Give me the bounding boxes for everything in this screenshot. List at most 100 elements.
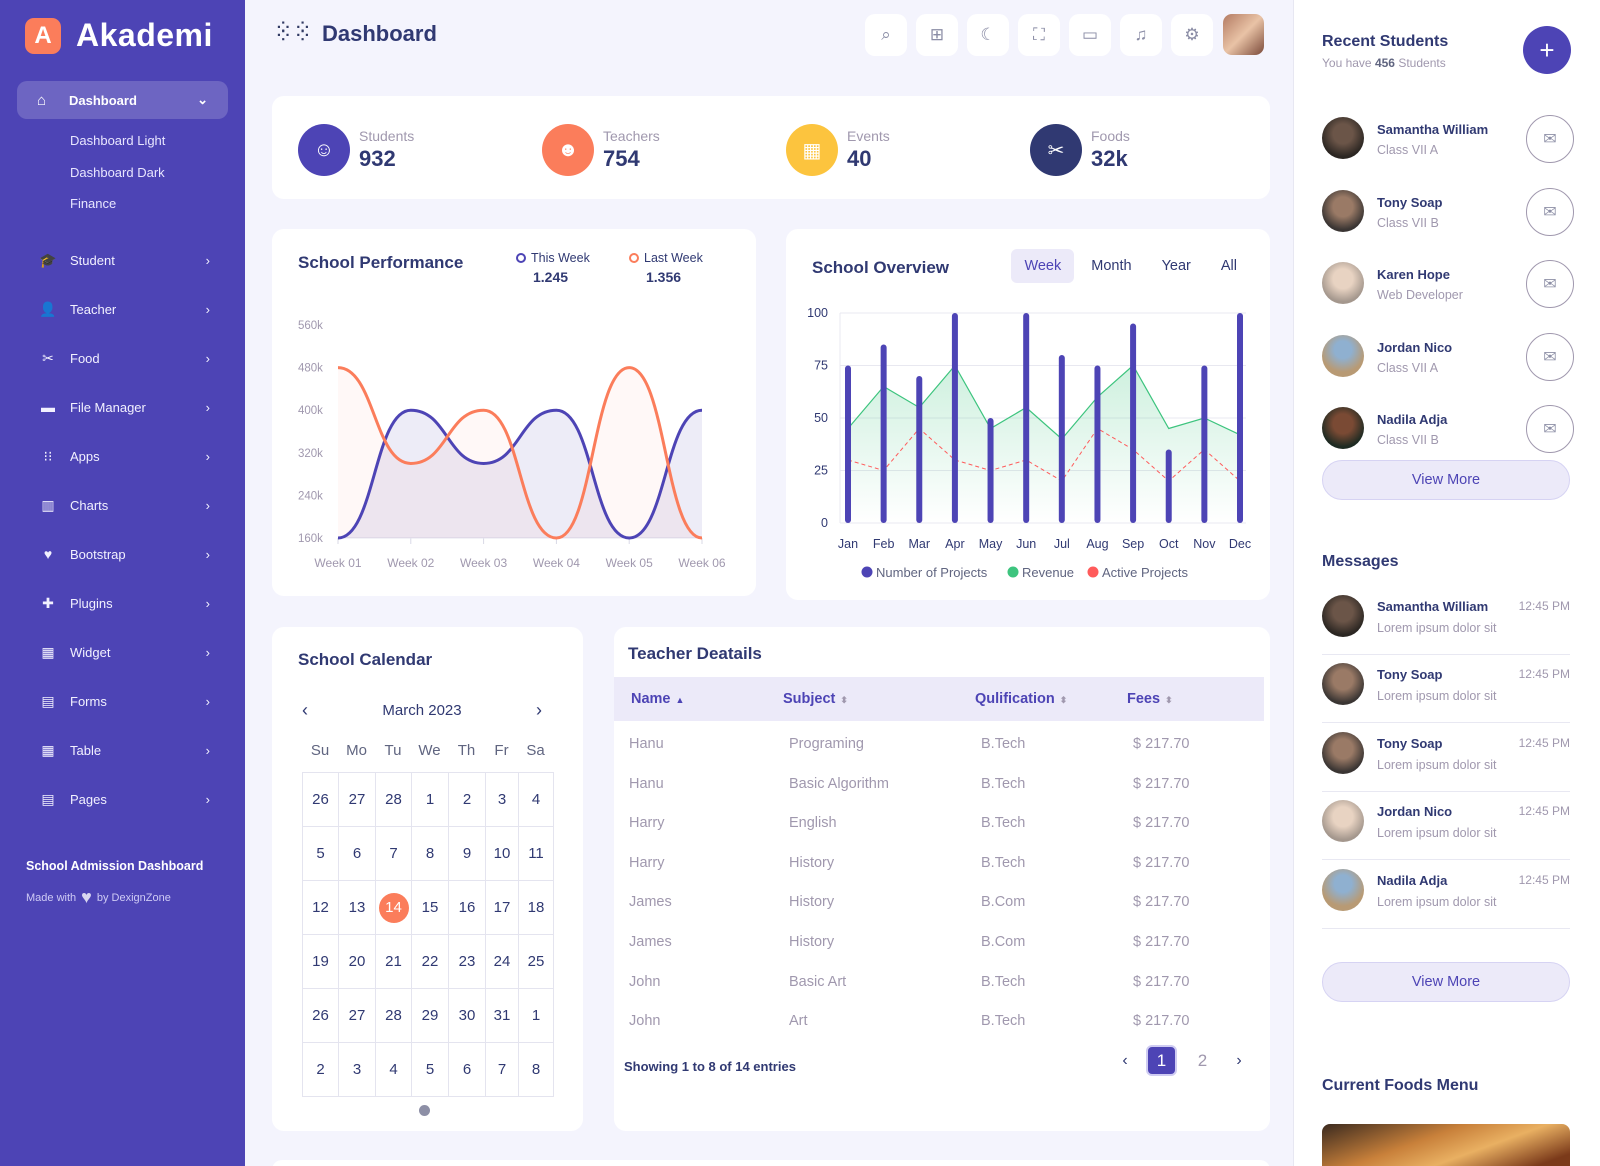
student-item[interactable]: Tony Soap Class VII B ✉ <box>1322 187 1574 236</box>
sidebar-item-forms[interactable]: ▤ Forms › <box>38 688 210 714</box>
calendar-day[interactable]: 15 <box>412 881 449 935</box>
student-item[interactable]: Samantha William Class VII A ✉ <box>1322 115 1574 163</box>
prev-month-button[interactable]: ‹ <box>302 700 308 720</box>
search-button[interactable]: ⌕ <box>865 14 907 56</box>
brand-logo[interactable]: A Akademi <box>25 17 213 54</box>
sidebar-item-plugins[interactable]: ✚ Plugins › <box>38 590 210 616</box>
message-item[interactable]: Jordan Nico Lorem ipsum dolor sit 12:45 PM <box>1322 792 1570 861</box>
column-header-qulification[interactable]: Qulification ⬍ <box>975 691 1067 707</box>
column-header-subject[interactable]: Subject ⬍ <box>783 691 848 707</box>
sidebar-item-apps[interactable]: ⁝⁝ Apps › <box>38 443 210 469</box>
calendar-day[interactable]: 27 <box>339 773 376 827</box>
table-row[interactable]: James History B.Com $ 217.70 <box>614 883 1264 923</box>
calendar-day[interactable]: 6 <box>449 1043 486 1097</box>
submenu-dashboard-dark[interactable]: Dashboard Dark <box>70 165 165 180</box>
moon-button[interactable]: ☾ <box>967 14 1009 56</box>
calendar-day[interactable]: 4 <box>376 1043 412 1097</box>
add-student-button[interactable]: + <box>1523 26 1571 74</box>
column-header-fees[interactable]: Fees ⬍ <box>1127 691 1173 707</box>
sidebar-item-dashboard[interactable]: ⌂ Dashboard ⌄ <box>17 81 228 119</box>
stat-events[interactable]: ▦ Events 40 <box>786 124 890 176</box>
message-item[interactable]: Nadila Adja Lorem ipsum dolor sit 12:45 PM <box>1322 861 1570 929</box>
calendar-day[interactable]: 31 <box>486 989 519 1043</box>
calendar-day[interactable]: 8 <box>412 827 449 881</box>
message-student-button[interactable]: ✉ <box>1526 332 1574 381</box>
calendar-day[interactable]: 11 <box>519 827 554 881</box>
stat-teachers[interactable]: ☻ Teachers 754 <box>542 124 660 176</box>
student-item[interactable]: Karen Hope Web Developer ✉ <box>1322 260 1574 309</box>
sidebar-item-charts[interactable]: ▥ Charts › <box>38 492 210 518</box>
view-more-students-button[interactable]: View More <box>1322 460 1570 500</box>
calendar-day[interactable]: 13 <box>339 881 376 935</box>
calendar-day[interactable]: 3 <box>486 773 519 827</box>
prev-page-button[interactable]: ‹ <box>1122 1051 1128 1069</box>
calendar-day[interactable]: 28 <box>376 989 412 1043</box>
calendar-day[interactable]: 18 <box>519 881 554 935</box>
calendar-day[interactable]: 19 <box>303 935 339 989</box>
calendar-day[interactable]: 24 <box>486 935 519 989</box>
calendar-day[interactable]: 7 <box>486 1043 519 1097</box>
menu-dots-icon[interactable]: ⁘⁘ ⁘⁘ <box>274 15 313 48</box>
sidebar-item-food[interactable]: ✂ Food › <box>38 345 210 371</box>
table-row[interactable]: John Basic Art B.Tech $ 217.70 <box>614 963 1264 1003</box>
calendar-day[interactable]: 20 <box>339 935 376 989</box>
calendar-day[interactable]: 29 <box>412 989 449 1043</box>
calendar-day[interactable]: 28 <box>376 773 412 827</box>
tab-week[interactable]: Week <box>1011 249 1075 283</box>
calendar-day[interactable]: 4 <box>519 773 554 827</box>
sidebar-item-teacher[interactable]: 👤 Teacher › <box>38 296 210 322</box>
message-student-button[interactable]: ✉ <box>1526 260 1574 309</box>
message-student-button[interactable]: ✉ <box>1526 187 1574 236</box>
message-item[interactable]: Samantha William Lorem ipsum dolor sit 12:… <box>1322 587 1570 655</box>
table-row[interactable]: John Art B.Tech $ 217.70 <box>614 1002 1264 1042</box>
next-page-button[interactable]: › <box>1236 1051 1242 1069</box>
table-row[interactable]: Hanu Programing B.Tech $ 217.70 <box>614 725 1264 765</box>
message-student-button[interactable]: ✉ <box>1526 405 1574 454</box>
calendar-day[interactable]: 17 <box>486 881 519 935</box>
table-row[interactable]: James History B.Com $ 217.70 <box>614 923 1264 963</box>
page-2-button[interactable]: 2 <box>1197 1050 1208 1070</box>
sidebar-item-student[interactable]: 🎓 Student › <box>38 247 210 273</box>
calendar-day[interactable]: 5 <box>303 827 339 881</box>
stat-foods[interactable]: ✂ Foods 32k <box>1030 124 1130 176</box>
column-header-name[interactable]: Name ▲ <box>631 691 684 707</box>
message-item[interactable]: Tony Soap Lorem ipsum dolor sit 12:45 PM <box>1322 724 1570 792</box>
gear-button[interactable]: ⚙ <box>1171 14 1213 56</box>
calendar-day[interactable]: 10 <box>486 827 519 881</box>
calendar-day[interactable]: 9 <box>449 827 486 881</box>
calendar-day[interactable]: 27 <box>339 989 376 1043</box>
calendar-day[interactable]: 3 <box>339 1043 376 1097</box>
calendar-day[interactable]: 16 <box>449 881 486 935</box>
food-image[interactable] <box>1322 1124 1570 1166</box>
calendar-day[interactable]: 1 <box>412 773 449 827</box>
calendar-day[interactable]: 2 <box>303 1043 339 1097</box>
bell-button[interactable]: ♫ <box>1120 14 1162 56</box>
calendar-day[interactable]: 12 <box>303 881 339 935</box>
calendar-day[interactable]: 23 <box>449 935 486 989</box>
submenu-finance[interactable]: Finance <box>70 196 117 211</box>
calendar-day[interactable]: 21 <box>376 935 412 989</box>
calendar-day-today[interactable]: 14 <box>376 881 412 935</box>
submenu-dashboard-light[interactable]: Dashboard Light <box>70 133 166 148</box>
student-item[interactable]: Jordan Nico Class VII A ✉ <box>1322 332 1574 381</box>
apps-grid-button[interactable]: ⊞ <box>916 14 958 56</box>
calendar-day[interactable]: 25 <box>519 935 554 989</box>
calendar-day[interactable]: 26 <box>303 989 339 1043</box>
student-item[interactable]: Nadila Adja Class VII B ✉ <box>1322 405 1574 454</box>
chat-button[interactable]: ▭ <box>1069 14 1111 56</box>
message-student-button[interactable]: ✉ <box>1526 115 1574 163</box>
calendar-day[interactable]: 5 <box>412 1043 449 1097</box>
sidebar-item-table[interactable]: ▦ Table › <box>38 737 210 763</box>
page-1-button[interactable]: 1 <box>1146 1045 1177 1076</box>
calendar-day[interactable]: 6 <box>339 827 376 881</box>
table-row[interactable]: Harry English B.Tech $ 217.70 <box>614 804 1264 844</box>
tab-year[interactable]: Year <box>1161 258 1191 274</box>
calendar-day[interactable]: 30 <box>449 989 486 1043</box>
table-row[interactable]: Harry History B.Tech $ 217.70 <box>614 844 1264 884</box>
sidebar-item-bootstrap[interactable]: ♥ Bootstrap › <box>38 541 210 567</box>
sidebar-item-pages[interactable]: ▤ Pages › <box>38 786 210 812</box>
user-avatar[interactable] <box>1223 14 1264 55</box>
sidebar-item-file-manager[interactable]: ▬ File Manager › <box>38 394 210 420</box>
sidebar-item-widget[interactable]: ▦ Widget › <box>38 639 210 665</box>
next-month-button[interactable]: › <box>536 700 542 720</box>
